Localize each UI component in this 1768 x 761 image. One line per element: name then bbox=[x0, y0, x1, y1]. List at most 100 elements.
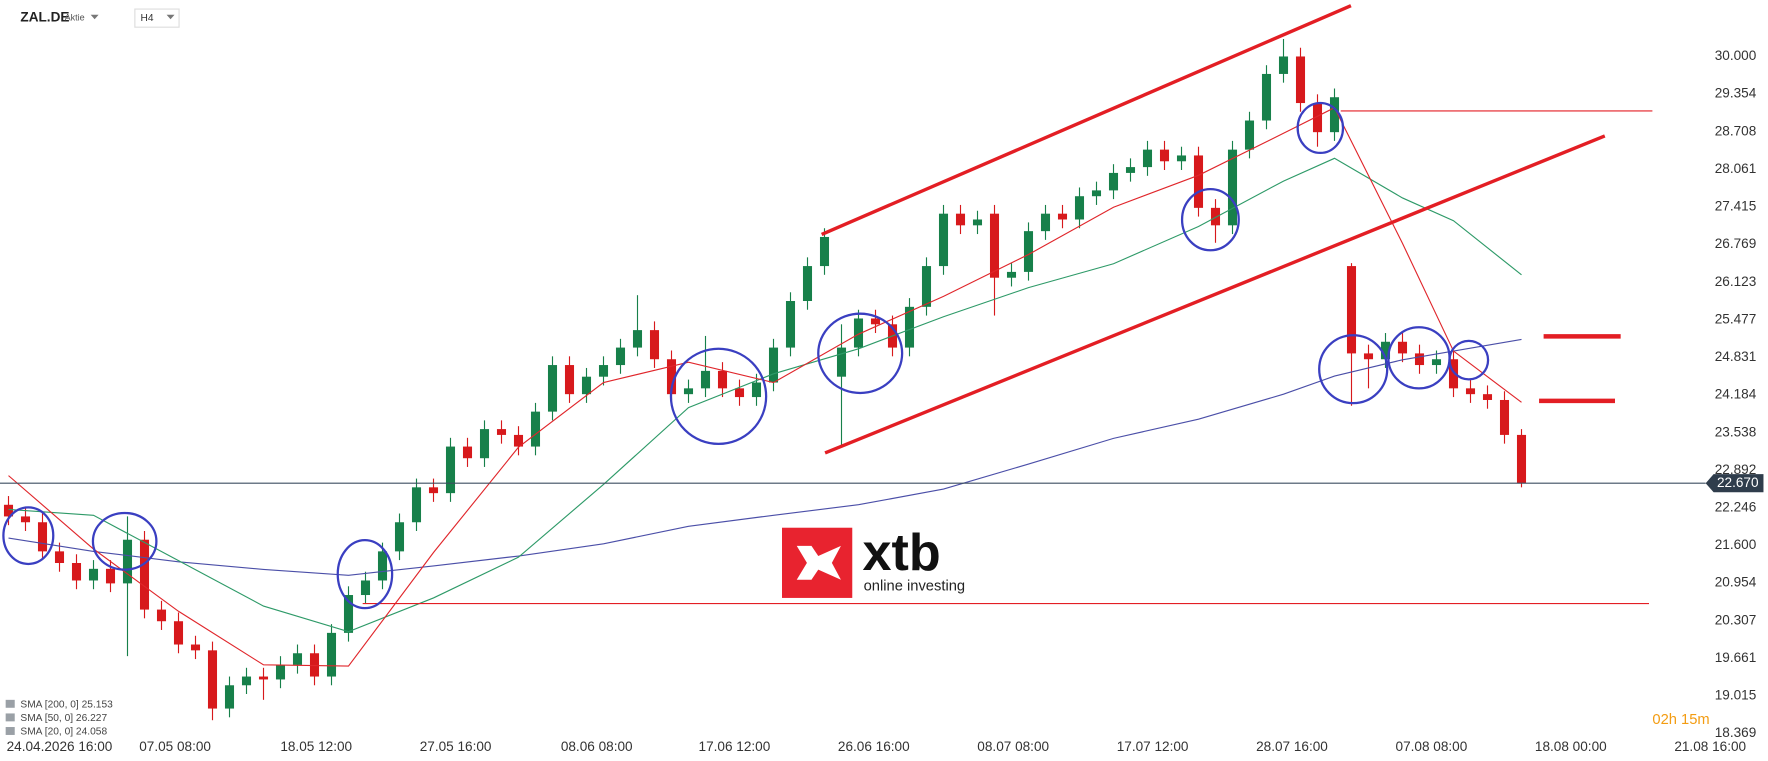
candle-body bbox=[1040, 213, 1051, 232]
y-tick-label: 26.769 bbox=[1715, 236, 1757, 251]
dropdown-arrow[interactable] bbox=[166, 14, 175, 20]
y-tick-label: 24.831 bbox=[1715, 349, 1757, 364]
candle-body bbox=[1074, 196, 1085, 220]
legend-value: 24.058 bbox=[76, 726, 108, 737]
candle-body bbox=[1380, 341, 1391, 360]
legend-icon bbox=[5, 713, 15, 722]
highlight-circle bbox=[817, 312, 904, 395]
candle-body bbox=[1278, 56, 1289, 74]
sma-line bbox=[8, 157, 1522, 633]
x-tick-label: 18.05 12:00 bbox=[280, 739, 352, 754]
timeframe-select[interactable] bbox=[134, 8, 180, 28]
logo: xtb online investing bbox=[782, 524, 965, 598]
candle-body bbox=[547, 365, 558, 412]
highlight-circle bbox=[669, 347, 768, 446]
candle-body bbox=[938, 213, 949, 267]
candle-body bbox=[156, 609, 167, 622]
logo-brand: xtb bbox=[862, 524, 940, 582]
candle-body bbox=[632, 330, 643, 348]
candle-body bbox=[360, 580, 371, 596]
candle-body bbox=[1312, 103, 1323, 133]
candle-body bbox=[88, 568, 99, 581]
candle-body bbox=[615, 347, 626, 366]
candle-body bbox=[989, 213, 1000, 278]
header: ZAL.DE Aktie H4 bbox=[20, 8, 180, 28]
candle-body bbox=[394, 522, 405, 552]
candle-body bbox=[122, 539, 133, 584]
candle-body bbox=[717, 370, 728, 389]
candle-body bbox=[1057, 213, 1068, 220]
highlight-circle bbox=[1296, 101, 1345, 155]
candle-body bbox=[343, 595, 354, 633]
y-tick-label: 23.538 bbox=[1715, 424, 1757, 439]
candle-body bbox=[836, 347, 847, 377]
candle-body bbox=[972, 219, 983, 226]
x-tick-label: 07.08 08:00 bbox=[1396, 739, 1468, 754]
candle-body bbox=[1363, 353, 1374, 360]
candle-body bbox=[479, 429, 490, 459]
candle-body bbox=[1159, 149, 1170, 162]
y-tick-label: 24.184 bbox=[1715, 387, 1757, 402]
y-tick-label: 27.415 bbox=[1715, 199, 1757, 214]
drawings bbox=[2, 4, 1653, 610]
candle-body bbox=[462, 446, 473, 459]
highlight-circle bbox=[2, 506, 55, 566]
candle-body bbox=[1108, 172, 1119, 191]
y-tick-label: 20.307 bbox=[1715, 612, 1757, 627]
candle-body bbox=[1431, 359, 1442, 366]
instrument-type: Aktie bbox=[65, 13, 85, 23]
candle-body bbox=[411, 487, 422, 523]
dropdown-arrow[interactable] bbox=[90, 14, 99, 20]
highlight-circle bbox=[91, 511, 158, 571]
candle-body bbox=[1295, 56, 1306, 104]
candle-body bbox=[1414, 353, 1425, 366]
candle-body bbox=[530, 411, 541, 447]
legend-name: SMA [20, 0] bbox=[20, 726, 73, 737]
y-tick-label: 30.000 bbox=[1715, 48, 1757, 63]
y-tick-label: 28.708 bbox=[1715, 123, 1757, 138]
channel-upper bbox=[820, 4, 1352, 236]
candle-body bbox=[428, 487, 439, 494]
candle-body bbox=[1006, 271, 1017, 278]
candle-body bbox=[258, 676, 269, 680]
candle-body bbox=[1482, 394, 1493, 400]
candle-body bbox=[955, 213, 966, 226]
channel-lower bbox=[824, 134, 1606, 455]
y-tick-label: 22.246 bbox=[1715, 500, 1757, 515]
logo-mark bbox=[796, 545, 841, 580]
candle-body bbox=[649, 330, 660, 360]
candle-body bbox=[309, 653, 320, 677]
candle-body bbox=[870, 318, 881, 325]
candle-body bbox=[445, 446, 456, 494]
candle-body bbox=[513, 434, 524, 447]
y-tick-label: 19.015 bbox=[1715, 688, 1757, 703]
x-tick-label: 18.08 00:00 bbox=[1535, 739, 1607, 754]
candle-body bbox=[1023, 231, 1034, 272]
timeframe: H4 bbox=[141, 13, 154, 24]
x-tick-label: 17.06 12:00 bbox=[699, 739, 771, 754]
candle-body bbox=[224, 685, 235, 709]
legend-value: 25.153 bbox=[82, 699, 114, 710]
x-tick-label: 24.04.2026 16:00 bbox=[7, 739, 113, 754]
y-tick-label: 18.369 bbox=[1715, 725, 1757, 740]
candle-body bbox=[1499, 399, 1510, 435]
candle-body bbox=[37, 522, 48, 552]
candle-body bbox=[105, 568, 116, 584]
candle-body bbox=[1210, 207, 1221, 226]
legend-icon bbox=[5, 727, 15, 735]
candle-body bbox=[3, 504, 14, 517]
sma-line bbox=[8, 106, 1522, 667]
candle-body bbox=[1091, 190, 1102, 197]
candle-body bbox=[1261, 73, 1272, 121]
x-tick-label: 26.06 16:00 bbox=[838, 739, 910, 754]
candle-body bbox=[207, 650, 218, 709]
candle-body bbox=[734, 388, 745, 398]
y-tick-label: 21.600 bbox=[1715, 537, 1757, 552]
candle-body bbox=[241, 676, 252, 686]
legend-entry: SMA [20, 0] 24.058 bbox=[20, 726, 107, 737]
candle-body bbox=[683, 388, 694, 395]
candle-body bbox=[54, 551, 65, 564]
candle-body bbox=[1448, 359, 1459, 389]
